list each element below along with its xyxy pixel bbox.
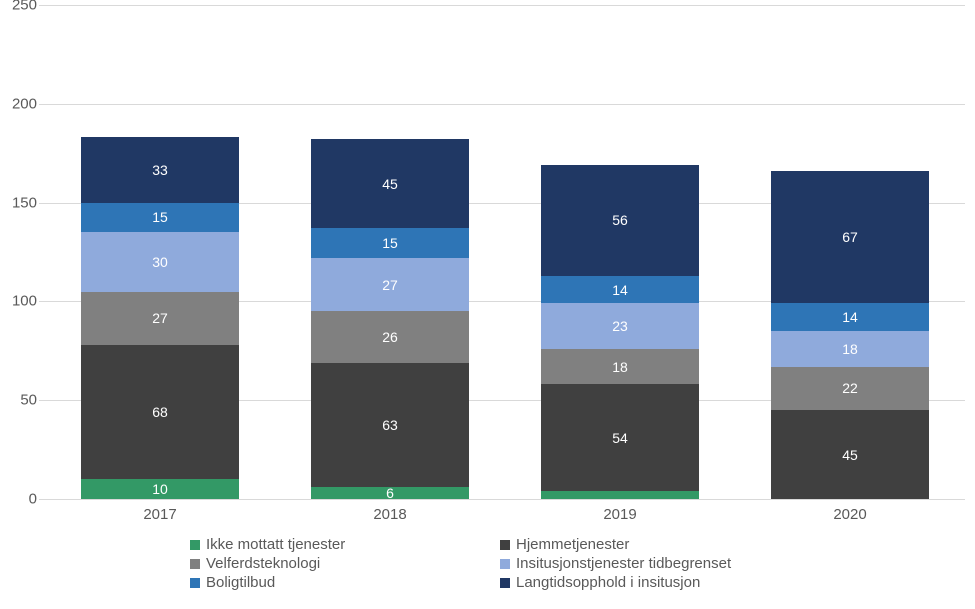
bar-segment-value: 45	[842, 447, 858, 463]
bar-segment: 27	[311, 258, 469, 311]
legend-label: Hjemmetjenester	[516, 536, 629, 553]
bar-segment-value: 67	[842, 229, 858, 245]
x-axis-labels: 2017 2018 2019 2020	[45, 506, 965, 523]
x-axis-category-label: 2019	[541, 506, 699, 523]
bar-group: 10 68 27 30 15 33	[81, 5, 239, 499]
bar-group: 45 22 18 14 67	[771, 5, 929, 499]
bar-segment-value: 23	[612, 318, 628, 334]
bar-group: 54 18 23 14 56	[541, 5, 699, 499]
bar-segment-value: 30	[152, 254, 168, 270]
y-axis-tick-label: 150	[12, 194, 37, 211]
bar-segment: 63	[311, 363, 469, 487]
legend-item: Ikke mottatt tjenester	[190, 536, 500, 553]
bar-column: 45 22 18 14 67	[771, 171, 929, 499]
x-axis-category-label: 2017	[81, 506, 239, 523]
bar-segment: 67	[771, 171, 929, 303]
bar-segment-value: 18	[842, 341, 858, 357]
legend-swatch	[500, 578, 510, 588]
y-tick	[39, 499, 45, 500]
legend-item: Hjemmetjenester	[500, 536, 860, 553]
bar-segment-value: 56	[612, 212, 628, 228]
bar-segment-value: 14	[842, 309, 858, 325]
bar-segment	[541, 491, 699, 499]
bar-segment-value: 45	[382, 176, 398, 192]
bar-segment: 18	[771, 331, 929, 367]
legend-label: Boligtilbud	[206, 574, 275, 591]
bar-segment-value: 26	[382, 329, 398, 345]
bar-segment-value: 54	[612, 430, 628, 446]
bar-segment: 23	[541, 303, 699, 348]
bar-segment: 27	[81, 292, 239, 345]
bars-row: 10 68 27 30 15 33 6 63 26 27 15 45 54 18 23 14 56 45 22 18 1…	[45, 5, 965, 499]
bar-segment: 56	[541, 165, 699, 276]
bar-segment-value: 68	[152, 404, 168, 420]
bar-segment-value: 15	[152, 209, 168, 225]
y-axis-tick-label: 100	[12, 293, 37, 310]
bar-segment-value: 14	[612, 282, 628, 298]
y-axis-tick-label: 0	[29, 491, 37, 508]
bar-group: 6 63 26 27 15 45	[311, 5, 469, 499]
bar-segment-value: 27	[152, 310, 168, 326]
legend-swatch	[500, 540, 510, 550]
bar-segment: 10	[81, 479, 239, 499]
legend-item: Insitusjonstjenester tidbegrenset	[500, 555, 860, 572]
bar-segment: 18	[541, 349, 699, 385]
legend-swatch	[500, 559, 510, 569]
bar-segment: 22	[771, 367, 929, 410]
y-axis-tick-label: 50	[20, 392, 37, 409]
stacked-bar-chart: 0 50 100 150 200 250 10 68 27 30 15 33 6 63 26 27 15 45 54…	[0, 0, 975, 609]
bar-column: 54 18 23 14 56	[541, 165, 699, 499]
y-axis-tick-label: 250	[12, 0, 37, 14]
y-axis-tick-label: 200	[12, 95, 37, 112]
bar-segment: 33	[81, 137, 239, 202]
legend-swatch	[190, 559, 200, 569]
bar-segment-value: 33	[152, 162, 168, 178]
bar-segment: 54	[541, 384, 699, 491]
legend-swatch	[190, 540, 200, 550]
bar-segment: 45	[311, 139, 469, 228]
legend-label: Velferdsteknologi	[206, 555, 320, 572]
bar-segment-value: 18	[612, 359, 628, 375]
legend-item: Boligtilbud	[190, 574, 500, 591]
x-axis-category-label: 2018	[311, 506, 469, 523]
bar-column: 10 68 27 30 15 33	[81, 137, 239, 499]
bar-segment-value: 6	[386, 487, 394, 499]
bar-segment: 6	[311, 487, 469, 499]
bar-segment: 45	[771, 410, 929, 499]
bar-segment: 26	[311, 311, 469, 362]
bar-segment-value: 10	[152, 481, 168, 497]
legend-item: Langtidsopphold i insitusjon	[500, 574, 860, 591]
bar-segment: 15	[81, 203, 239, 233]
x-axis-category-label: 2020	[771, 506, 929, 523]
bar-column: 6 63 26 27 15 45	[311, 139, 469, 499]
legend-label: Langtidsopphold i insitusjon	[516, 574, 700, 591]
legend-swatch	[190, 578, 200, 588]
plot-area: 0501001502002501068273015336632627154554…	[45, 5, 965, 499]
bar-segment-value: 27	[382, 277, 398, 293]
bar-segment: 14	[771, 303, 929, 331]
bar-segment: 30	[81, 232, 239, 291]
legend-item: Velferdsteknologi	[190, 555, 500, 572]
bar-segment: 14	[541, 276, 699, 304]
legend: Ikke mottatt tjenester Hjemmetjenester Vel…	[190, 536, 890, 593]
bar-segment: 15	[311, 228, 469, 258]
legend-label: Insitusjonstjenester tidbegrenset	[516, 555, 731, 572]
legend-label: Ikke mottatt tjenester	[206, 536, 345, 553]
bar-segment-value: 15	[382, 235, 398, 251]
bar-segment-value: 22	[842, 380, 858, 396]
bar-segment: 68	[81, 345, 239, 479]
gridline	[45, 499, 965, 500]
bar-segment-value: 63	[382, 417, 398, 433]
